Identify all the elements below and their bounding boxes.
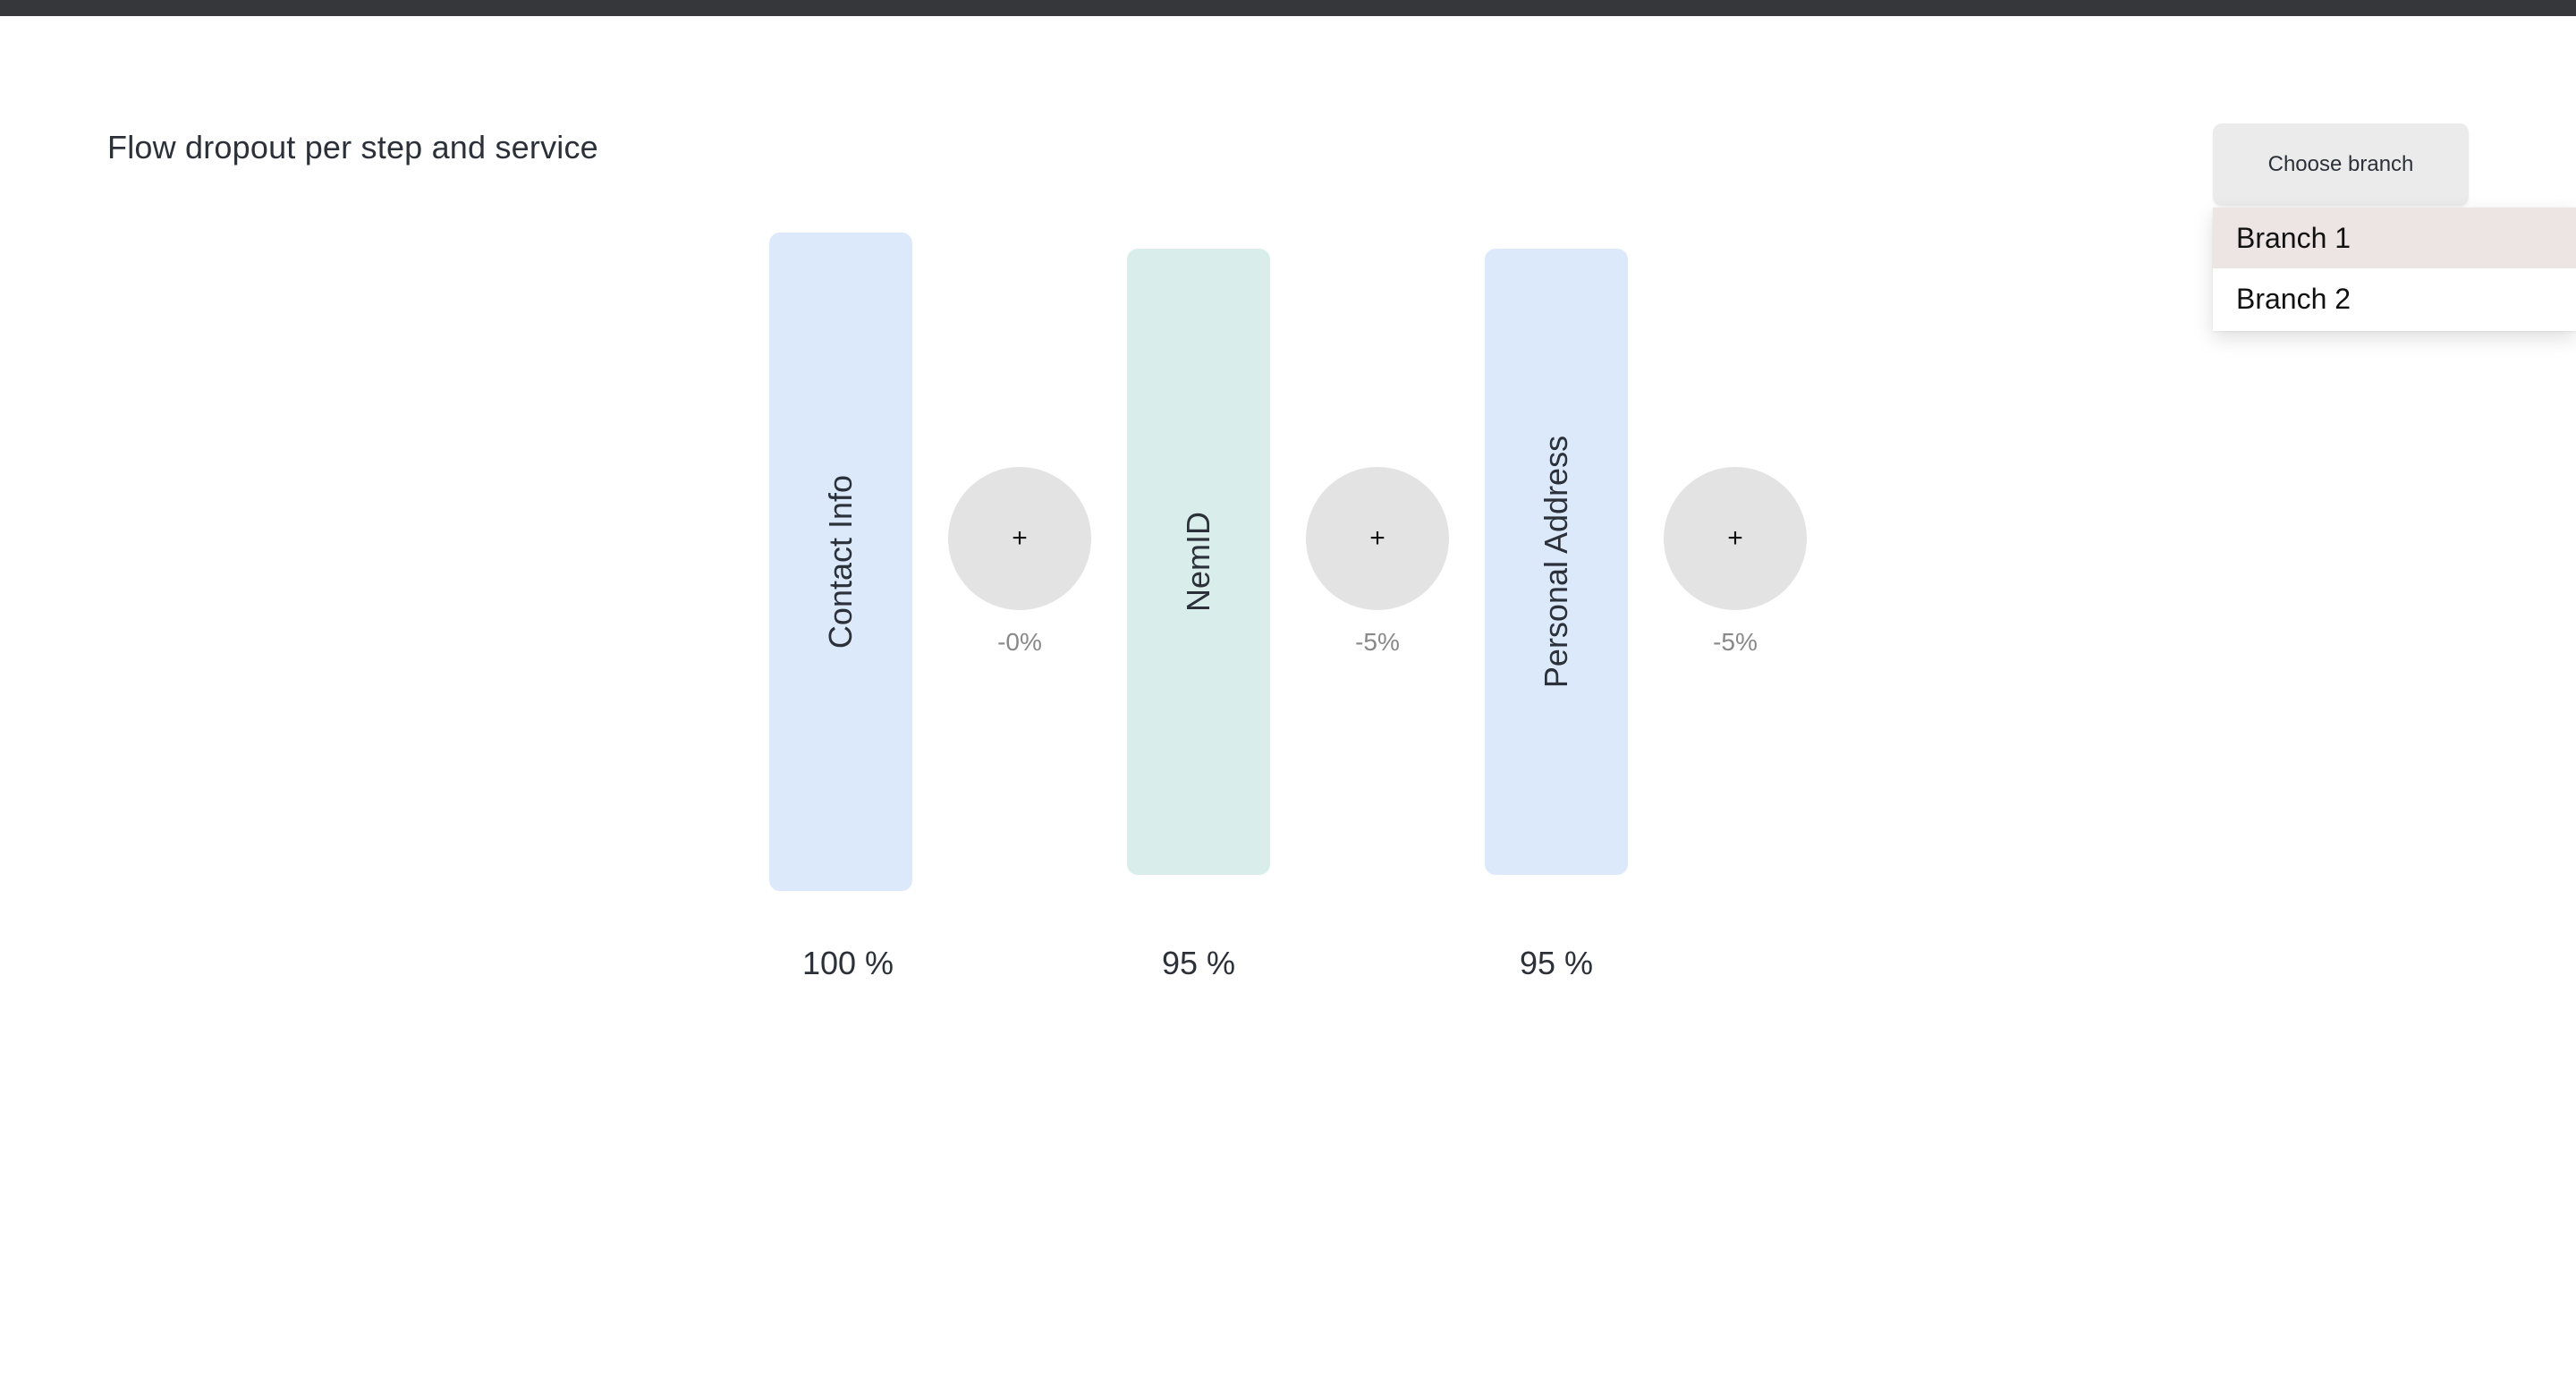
step-label: Personal Address (1538, 435, 1574, 689)
step-label: Contact Info (822, 474, 859, 649)
dropout-label-3: -5% (1713, 628, 1758, 656)
dropout-label-1: -0% (997, 628, 1042, 656)
branch-option-1[interactable]: Branch 1 (2213, 208, 2576, 268)
window-top-bar (0, 0, 2576, 16)
step-percent-nemid: 95 % (1161, 945, 1236, 981)
step-percent-personal-address: 95 % (1519, 945, 1594, 981)
add-step-button-2[interactable]: + (1306, 467, 1449, 610)
plus-icon: + (1012, 523, 1028, 553)
step-bar-contact-info[interactable]: Contact Info (769, 233, 912, 891)
add-step-button-3[interactable]: + (1664, 467, 1807, 610)
step-bar-personal-address[interactable]: Personal Address (1485, 249, 1628, 875)
step-bar-nemid[interactable]: NemID (1127, 249, 1270, 875)
page-title: Flow dropout per step and service (107, 129, 598, 165)
plus-icon: + (1727, 523, 1743, 553)
plus-icon: + (1369, 523, 1385, 553)
add-step-button-1[interactable]: + (948, 467, 1091, 610)
choose-branch-button[interactable]: Choose branch (2213, 123, 2469, 206)
branch-option-2[interactable]: Branch 2 (2213, 268, 2576, 329)
branch-dropdown-menu: Branch 1 Branch 2 (2213, 208, 2576, 331)
dropout-label-2: -5% (1355, 628, 1400, 656)
step-percent-contact-info: 100 % (801, 945, 894, 981)
step-label: NemID (1180, 511, 1216, 613)
